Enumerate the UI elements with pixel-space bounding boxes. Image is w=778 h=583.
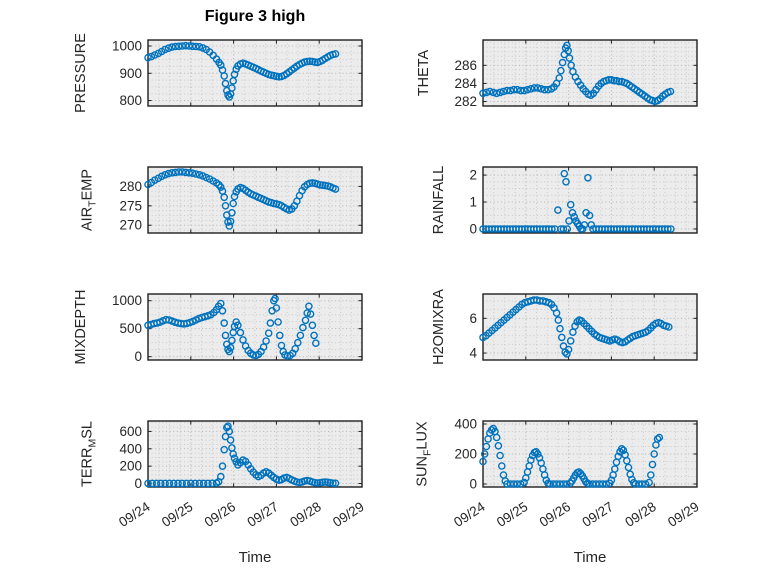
svg-text:09/24: 09/24 <box>451 499 488 530</box>
svg-text:1: 1 <box>469 195 477 210</box>
tick-marks <box>147 167 363 233</box>
subplot-mixdepth: 0 500 1000 <box>112 293 363 364</box>
tick-marks <box>147 294 363 360</box>
svg-text:600: 600 <box>119 424 142 439</box>
svg-text:4: 4 <box>469 346 477 361</box>
y-tick-labels: 46 <box>469 311 477 361</box>
svg-text:09/29: 09/29 <box>330 499 367 530</box>
svg-text:275: 275 <box>119 198 142 213</box>
svg-text:286: 286 <box>454 58 477 73</box>
figure-title: Figure 3 high <box>204 8 306 25</box>
y-axis-label-mixdepth: MIXDEPTH <box>72 289 89 365</box>
svg-text:09/28: 09/28 <box>622 499 659 530</box>
major-grid <box>483 167 697 233</box>
y-tick-labels: 270 275 280 <box>119 179 142 233</box>
axes-border <box>482 166 698 234</box>
data-points <box>144 168 340 230</box>
y-tick-labels: 282 284 286 <box>454 58 477 109</box>
x-tick-labels: 09/24 09/25 09/26 09/27 09/28 09/29 <box>116 499 367 530</box>
svg-text:09/29: 09/29 <box>665 499 702 530</box>
y-tick-labels: 0 500 1000 <box>112 293 142 364</box>
axes-border <box>482 39 698 107</box>
major-grid <box>483 421 697 487</box>
data-points <box>144 41 340 101</box>
svg-text:09/25: 09/25 <box>494 499 531 530</box>
data-points <box>479 41 675 106</box>
data-points <box>479 296 673 358</box>
tick-marks <box>147 40 363 106</box>
svg-text:0: 0 <box>134 476 142 491</box>
subplot-terrmsl: 0 200 400 600 09/24 09/25 09/26 09/27 09/28 09/29 <box>116 420 367 530</box>
data-points <box>144 294 320 360</box>
svg-text:282: 282 <box>454 94 477 109</box>
x-axis-label-right: Time <box>573 549 607 566</box>
svg-text:09/25: 09/25 <box>159 499 196 530</box>
svg-text:0: 0 <box>469 221 477 236</box>
minor-grid <box>148 40 362 106</box>
axes-border <box>147 420 363 488</box>
subplot-sunflux: 0 200 400 09/24 09/25 09/26 09/27 09/28 09/29 <box>451 417 702 530</box>
major-grid <box>483 40 697 106</box>
data-points <box>479 169 675 233</box>
subplot-h2omixra: 46 <box>469 293 698 361</box>
svg-text:09/27: 09/27 <box>580 499 617 530</box>
y-tick-labels: 0 200 400 <box>454 417 477 492</box>
y-axis-label-h2omixra: H2OMIXRA <box>431 289 448 365</box>
svg-text:6: 6 <box>469 311 477 326</box>
y-axis-label-theta: THETA <box>415 49 432 97</box>
svg-text:1000: 1000 <box>112 293 142 308</box>
svg-text:400: 400 <box>119 441 142 456</box>
y-axis-label-pressure: PRESSURE <box>72 33 89 113</box>
major-grid <box>148 421 362 487</box>
svg-text:800: 800 <box>119 93 142 108</box>
svg-text:400: 400 <box>454 417 477 432</box>
axes-border <box>147 166 363 234</box>
minor-grid <box>483 294 697 360</box>
y-axis-label-airtemp: AIRTEMP <box>79 169 99 231</box>
tick-marks <box>482 40 698 106</box>
y-axis-label-sunflux: SUNFLUX <box>414 421 434 487</box>
data-points <box>479 424 664 488</box>
y-tick-labels: 0 200 400 600 <box>119 424 142 491</box>
svg-text:0: 0 <box>469 477 477 492</box>
axes-border <box>147 293 363 361</box>
minor-grid <box>483 421 697 487</box>
svg-text:09/26: 09/26 <box>202 499 239 530</box>
axes-border <box>482 293 698 361</box>
x-axis-label-left: Time <box>238 549 272 566</box>
svg-text:09/26: 09/26 <box>537 499 574 530</box>
svg-text:09/24: 09/24 <box>116 499 153 530</box>
svg-text:900: 900 <box>119 66 142 81</box>
tick-marks <box>482 294 698 360</box>
y-axis-label-rainfall: RAINFALL <box>431 165 448 235</box>
x-tick-labels: 09/24 09/25 09/26 09/27 09/28 09/29 <box>451 499 702 530</box>
subplot-theta: 282 284 286 <box>454 39 698 109</box>
svg-text:09/27: 09/27 <box>245 499 282 530</box>
svg-text:270: 270 <box>119 218 142 233</box>
svg-text:280: 280 <box>119 179 142 194</box>
svg-text:09/28: 09/28 <box>287 499 324 530</box>
y-tick-labels: 800 900 1000 <box>112 39 142 109</box>
subplot-airtemp: 270 275 280 <box>119 166 363 234</box>
y-axis-label-terrmsl: TERRMSL <box>79 421 99 487</box>
data-points <box>144 422 340 488</box>
svg-text:200: 200 <box>119 459 142 474</box>
svg-text:500: 500 <box>119 321 142 336</box>
y-tick-labels: 0 1 2 <box>469 168 477 237</box>
subplot-pressure: 800 900 1000 <box>112 39 363 109</box>
minor-grid <box>148 421 362 487</box>
svg-text:0: 0 <box>134 349 142 364</box>
subplot-rainfall: 0 1 2 <box>469 166 698 237</box>
svg-text:284: 284 <box>454 76 477 91</box>
svg-text:2: 2 <box>469 168 477 183</box>
svg-text:1000: 1000 <box>112 39 142 54</box>
svg-text:200: 200 <box>454 447 477 462</box>
